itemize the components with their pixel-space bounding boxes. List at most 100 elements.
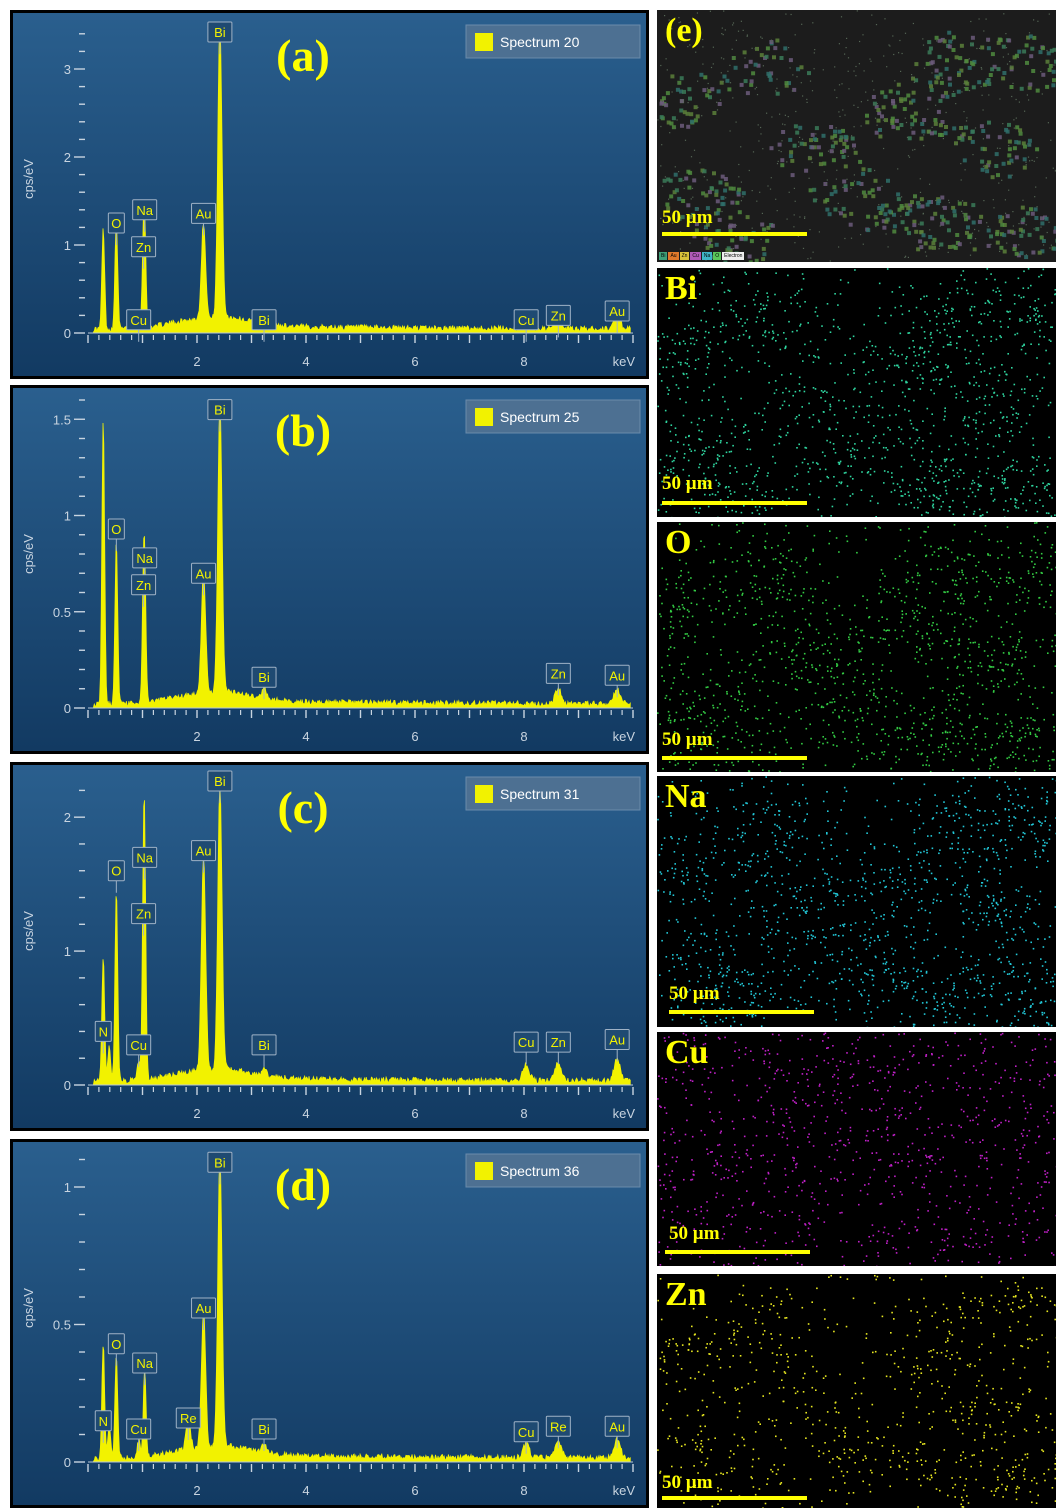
map-pixel xyxy=(842,924,844,926)
map-pixel xyxy=(678,22,680,24)
map-pixel xyxy=(916,588,918,591)
annotation-label: Na xyxy=(136,203,153,218)
map-particle xyxy=(971,220,976,225)
map-pixel xyxy=(661,567,663,570)
map-pixel xyxy=(666,932,668,934)
map-pixel xyxy=(697,208,699,210)
map-pixel xyxy=(1024,735,1026,738)
map-pixel xyxy=(712,283,715,286)
map-pixel xyxy=(780,151,782,153)
map-particle xyxy=(1040,216,1044,221)
map-pixel xyxy=(761,603,763,605)
map-pixel xyxy=(697,866,700,869)
map-pixel xyxy=(783,844,785,846)
map-pixel xyxy=(771,338,774,340)
map-pixel xyxy=(831,927,834,929)
map-pixel xyxy=(1011,663,1014,665)
map-particle xyxy=(909,100,913,105)
map-pixel xyxy=(1005,730,1007,733)
map-pixel xyxy=(900,495,903,497)
map-pixel xyxy=(975,580,978,583)
map-pixel xyxy=(833,677,835,679)
map-pixel xyxy=(671,867,673,870)
map-pixel xyxy=(972,641,974,644)
map-particle xyxy=(852,143,856,148)
map-pixel xyxy=(880,687,883,690)
map-pixel xyxy=(755,474,758,476)
map-pixel xyxy=(858,642,860,644)
map-pixel xyxy=(1038,275,1040,278)
map-pixel xyxy=(990,335,993,338)
map-pixel xyxy=(884,575,886,577)
map-pixel xyxy=(1028,144,1030,146)
map-pixel xyxy=(745,870,747,872)
map-pixel xyxy=(1041,787,1044,789)
x-tick-label: 8 xyxy=(520,354,527,369)
map-pixel xyxy=(879,758,881,760)
map-pixel xyxy=(794,688,797,690)
map-pixel xyxy=(794,594,797,597)
map-pixel xyxy=(1050,244,1052,246)
map-pixel xyxy=(892,349,894,352)
map-pixel xyxy=(954,583,956,586)
y-tick-label: 1.5 xyxy=(53,412,71,427)
annotation-label: Cu xyxy=(518,1035,535,1050)
map-pixel xyxy=(688,302,690,305)
map-pixel xyxy=(741,682,743,684)
map-pixel xyxy=(843,400,845,402)
map-particle xyxy=(671,125,676,130)
map-pixel xyxy=(973,733,976,736)
map-pixel xyxy=(931,72,933,74)
map-pixel xyxy=(752,1013,755,1015)
map-pixel xyxy=(964,888,966,891)
map-pixel xyxy=(708,976,710,979)
map-particle xyxy=(913,194,917,199)
map-pixel xyxy=(715,608,717,610)
map-pixel xyxy=(715,462,718,465)
map-pixel xyxy=(857,750,859,752)
map-pixel xyxy=(964,169,966,171)
map-particle xyxy=(715,211,720,216)
map-particle xyxy=(911,130,916,135)
map-particle xyxy=(877,206,882,210)
map-pixel xyxy=(896,716,898,718)
map-pixel xyxy=(752,734,754,737)
map-pixel xyxy=(958,685,961,688)
map-pixel xyxy=(883,482,885,484)
map-pixel xyxy=(702,46,704,48)
map-pixel xyxy=(1006,242,1008,244)
map-pixel xyxy=(755,717,757,720)
map-pixel xyxy=(972,43,974,45)
map-pixel xyxy=(878,701,880,704)
map-pixel xyxy=(994,907,997,910)
map-pixel xyxy=(1025,164,1027,166)
map-pixel xyxy=(985,688,988,690)
map-particle xyxy=(679,99,684,104)
map-pixel xyxy=(1054,170,1056,172)
map-particle xyxy=(1041,239,1046,243)
map-pixel xyxy=(864,680,866,682)
map-pixel xyxy=(674,342,676,345)
map-pixel xyxy=(987,314,989,316)
map-pixel xyxy=(830,844,832,846)
map-particle xyxy=(1032,35,1037,40)
map-pixel xyxy=(903,987,906,990)
map-pixel xyxy=(990,489,993,492)
map-pixel xyxy=(738,176,740,178)
map-pixel xyxy=(1049,494,1051,497)
map-pixel xyxy=(922,440,924,442)
map-pixel xyxy=(916,745,918,747)
map-pixel xyxy=(920,654,923,657)
map-pixel xyxy=(782,574,785,576)
map-pixel xyxy=(712,561,715,564)
map-pixel xyxy=(908,347,911,349)
map-pixel xyxy=(872,694,875,696)
map-pixel xyxy=(839,115,841,118)
map-particle xyxy=(880,207,885,212)
map-pixel xyxy=(1032,566,1035,569)
annotation-box xyxy=(94,1020,112,1042)
map-particle xyxy=(884,118,888,123)
map-pixel xyxy=(939,225,941,227)
map-pixel xyxy=(858,651,861,653)
map-pixel xyxy=(1017,1019,1020,1021)
